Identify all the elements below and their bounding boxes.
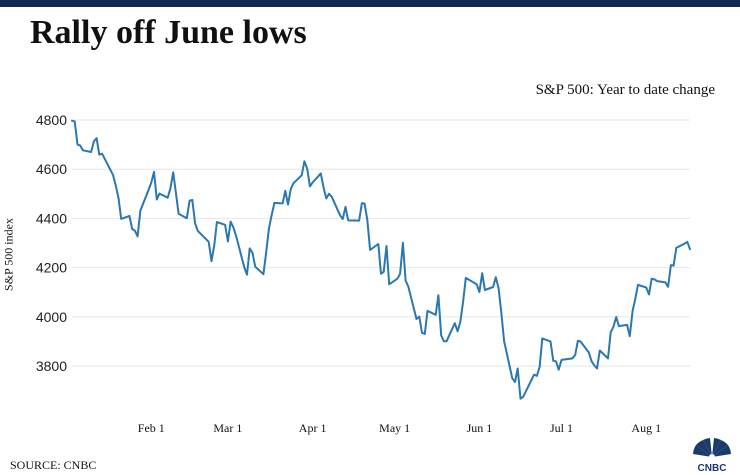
y-tick-label: 3800	[36, 358, 67, 374]
series-lines	[71, 119, 691, 400]
x-tick-label: Aug 1	[631, 421, 661, 435]
source-note: SOURCE: CNBC	[10, 458, 97, 472]
y-tick-label: 4000	[36, 309, 67, 325]
y-tick-label: 4600	[36, 161, 67, 177]
x-tick-label: May 1	[379, 421, 410, 435]
y-tick-label: 4200	[36, 260, 67, 276]
y-tick-label: 4400	[36, 210, 67, 226]
x-tick-label: Apr 1	[299, 421, 327, 435]
x-axis-ticks: Feb 1 Mar 1 Apr 1 May 1 Jun 1 Jul 1 Aug 1	[138, 421, 661, 435]
chart-title: Rally off June lows	[30, 14, 307, 51]
series-line	[71, 119, 691, 400]
x-tick-label: Mar 1	[213, 421, 242, 435]
x-tick-label: Jul 1	[550, 421, 573, 435]
logo-wordmark: CNBC	[698, 463, 727, 472]
cnbc-peacock-logo: CNBC	[693, 438, 731, 472]
y-axis-ticks: 3800 4000 4200 4400 4600 4800	[36, 112, 67, 374]
y-tick-label: 4800	[36, 112, 67, 128]
x-tick-label: Feb 1	[138, 421, 165, 435]
grid-lines	[72, 119, 690, 367]
chart-subtitle: S&P 500: Year to date change	[535, 82, 715, 98]
top-accent-bar	[0, 0, 740, 7]
x-tick-label: Jun 1	[467, 421, 493, 435]
